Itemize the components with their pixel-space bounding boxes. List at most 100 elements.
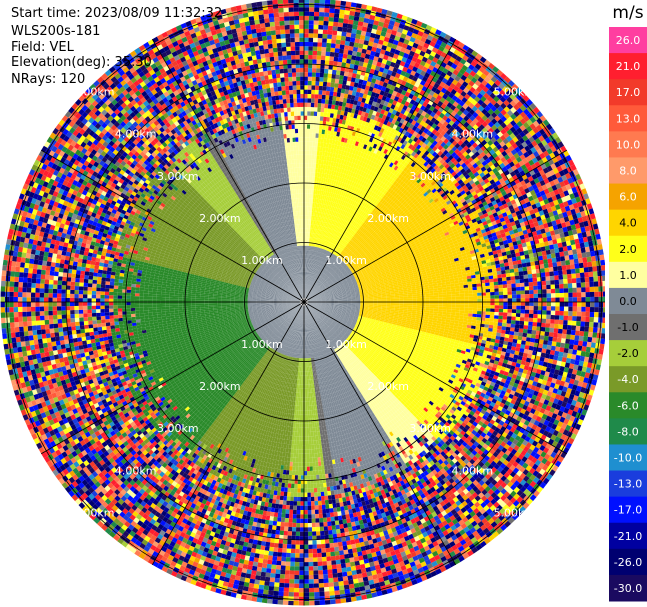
radar-gate	[317, 229, 320, 235]
radar-gate	[306, 254, 308, 259]
radar-gate	[328, 12, 335, 18]
radar-gate	[329, 113, 334, 118]
radar-gate	[317, 212, 320, 217]
radar-gate	[306, 215, 309, 220]
radar-gate	[307, 263, 309, 268]
radar-gate	[323, 204, 327, 210]
radar-gate	[309, 154, 312, 160]
radar-gate	[305, 289, 307, 294]
radar-gate	[304, 115, 308, 120]
radar-gate	[346, 32, 352, 38]
radar-gate	[320, 203, 323, 209]
radar-gate	[312, 246, 314, 251]
radar-gate	[316, 177, 320, 182]
radar-gate	[316, 229, 319, 234]
radar-gate	[315, 224, 318, 230]
radar-gate	[310, 224, 313, 229]
radar-gate	[329, 179, 333, 184]
radar-gate	[318, 177, 322, 182]
radar-gate	[312, 68, 317, 73]
radar-gate	[306, 284, 308, 290]
radar-gate	[308, 20, 314, 25]
radar-gate	[314, 3, 320, 8]
radar-gate	[313, 237, 316, 243]
radar-gate	[338, 18, 344, 23]
radar-gate	[337, 127, 341, 133]
radar-gate	[313, 111, 318, 116]
radar-gate	[305, 267, 307, 272]
radar-gate	[304, 85, 308, 90]
radar-gate	[308, 159, 312, 164]
radar-gate	[317, 98, 322, 104]
radar-gate	[307, 72, 312, 77]
radar-gate	[319, 124, 323, 130]
radar-gate	[308, 232, 310, 238]
radar-gate	[314, 229, 317, 234]
radar-gate	[308, 37, 314, 43]
radar-gate	[305, 193, 308, 198]
radar-gate	[326, 117, 330, 122]
radar-gate	[307, 276, 309, 281]
radar-gate	[304, 284, 306, 289]
radar-gate	[327, 104, 332, 109]
radar-gate	[304, 293, 306, 298]
radar-gate	[305, 198, 308, 203]
radar-gate	[314, 233, 316, 238]
radar-gate	[319, 0, 326, 4]
radar-gate	[313, 251, 316, 256]
radar-gate	[324, 60, 330, 65]
radar-gate	[351, 28, 357, 34]
radar-gate	[333, 56, 339, 62]
radar-gate	[304, 280, 306, 285]
radar-gate	[304, 0, 310, 3]
radar-gate	[333, 113, 338, 119]
radar-gate	[308, 267, 310, 272]
radar-gate	[328, 126, 332, 131]
radar-gate	[308, 211, 311, 216]
radar-gate	[304, 267, 306, 272]
radar-gate	[319, 186, 323, 191]
radar-gate	[332, 69, 337, 75]
radar-gate	[347, 76, 352, 82]
radar-gate	[314, 176, 318, 182]
radar-gate	[304, 11, 310, 16]
radar-gate	[310, 206, 313, 212]
radar-gate	[306, 258, 307, 264]
radar-gate	[334, 127, 338, 132]
radar-gate	[312, 228, 315, 234]
radar-gate	[304, 59, 309, 64]
radar-gate	[318, 225, 321, 230]
radar-gate	[323, 108, 328, 113]
radar-gate	[322, 38, 327, 43]
radar-gate	[316, 198, 319, 204]
radar-gate	[347, 23, 353, 29]
radar-gate	[307, 276, 309, 281]
radar-gate	[330, 174, 334, 180]
radar-gate	[311, 237, 313, 242]
radar-gate	[329, 135, 334, 140]
radar-gate	[356, 25, 363, 31]
radar-gate	[305, 267, 306, 272]
radar-gate	[321, 173, 325, 178]
radar-gate	[310, 254, 313, 260]
radar-gate	[313, 233, 315, 238]
radar-gate	[322, 208, 326, 214]
radar-gate	[325, 147, 329, 153]
radar-gate	[313, 124, 317, 129]
radar-gate	[324, 0, 331, 4]
radar-gate	[324, 151, 328, 157]
radar-gate	[304, 271, 306, 276]
radar-gate	[319, 208, 323, 213]
radar-gate	[337, 26, 343, 32]
radar-gate	[309, 7, 315, 12]
radar-gate	[307, 206, 309, 212]
radar-gate	[322, 204, 325, 209]
radar-gate	[307, 124, 311, 129]
radar-gate	[307, 271, 309, 277]
radar-gate	[318, 159, 322, 165]
radar-gate	[345, 62, 351, 68]
radar-gate	[326, 112, 331, 118]
radar-gate	[336, 92, 341, 98]
radar-gate	[339, 9, 345, 15]
radar-gate	[306, 137, 310, 142]
